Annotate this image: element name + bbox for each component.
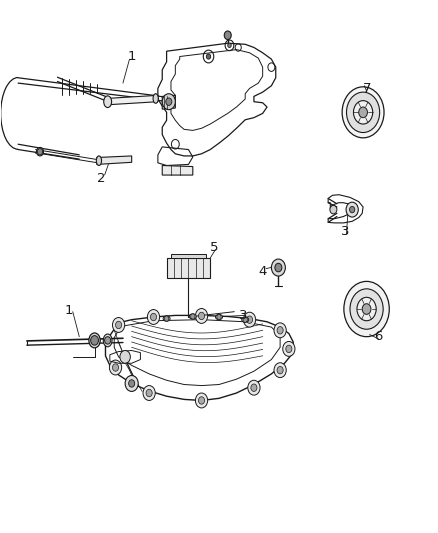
Text: 3: 3 (239, 309, 247, 322)
Circle shape (274, 363, 286, 377)
Circle shape (275, 263, 282, 272)
Circle shape (105, 337, 111, 344)
Circle shape (217, 314, 221, 320)
Ellipse shape (103, 334, 112, 347)
Circle shape (359, 107, 367, 118)
Text: 3: 3 (341, 225, 350, 238)
Circle shape (125, 375, 138, 391)
Ellipse shape (89, 333, 100, 348)
Circle shape (330, 205, 337, 214)
Circle shape (286, 345, 292, 353)
Circle shape (91, 336, 99, 345)
Ellipse shape (163, 316, 170, 321)
Ellipse shape (153, 94, 158, 103)
Circle shape (164, 316, 169, 321)
Circle shape (350, 289, 383, 329)
Text: 1: 1 (64, 304, 73, 317)
Circle shape (195, 393, 208, 408)
Polygon shape (162, 165, 193, 175)
Circle shape (274, 323, 286, 338)
Circle shape (120, 351, 131, 364)
Circle shape (206, 54, 211, 59)
Circle shape (342, 87, 384, 138)
Circle shape (251, 384, 257, 391)
Circle shape (350, 206, 355, 213)
Text: 4: 4 (258, 265, 267, 278)
Circle shape (357, 297, 376, 321)
Ellipse shape (96, 156, 102, 165)
Circle shape (148, 310, 159, 325)
Circle shape (110, 360, 122, 375)
Ellipse shape (189, 314, 196, 319)
Circle shape (344, 281, 389, 337)
Ellipse shape (215, 314, 223, 320)
Circle shape (243, 317, 247, 322)
Circle shape (150, 313, 156, 321)
Circle shape (143, 385, 155, 400)
Circle shape (198, 312, 205, 320)
Circle shape (129, 379, 135, 387)
Polygon shape (162, 95, 175, 109)
Circle shape (162, 94, 175, 110)
Polygon shape (171, 254, 206, 258)
Text: 1: 1 (127, 50, 136, 63)
Circle shape (248, 380, 260, 395)
Circle shape (198, 397, 205, 404)
Circle shape (353, 101, 373, 124)
Ellipse shape (104, 96, 112, 108)
Polygon shape (97, 156, 132, 165)
Circle shape (346, 202, 358, 217)
Text: 6: 6 (374, 330, 382, 343)
Circle shape (247, 316, 253, 324)
Text: 7: 7 (363, 82, 372, 95)
Circle shape (283, 342, 295, 357)
Circle shape (166, 98, 172, 106)
Circle shape (272, 259, 286, 276)
Circle shape (37, 149, 42, 155)
Circle shape (195, 309, 208, 324)
Text: 5: 5 (210, 241, 219, 254)
Polygon shape (106, 95, 158, 105)
Circle shape (277, 367, 283, 374)
Circle shape (116, 321, 122, 329)
Ellipse shape (36, 148, 43, 156)
Circle shape (277, 327, 283, 334)
Circle shape (113, 364, 119, 371)
Circle shape (191, 314, 195, 319)
Circle shape (346, 92, 380, 133)
Polygon shape (166, 258, 210, 278)
Circle shape (113, 318, 125, 333)
Circle shape (362, 304, 371, 314)
Circle shape (228, 43, 231, 47)
Text: 2: 2 (97, 172, 106, 185)
Circle shape (224, 31, 231, 39)
Circle shape (146, 389, 152, 397)
Ellipse shape (242, 317, 249, 322)
Circle shape (244, 312, 256, 327)
